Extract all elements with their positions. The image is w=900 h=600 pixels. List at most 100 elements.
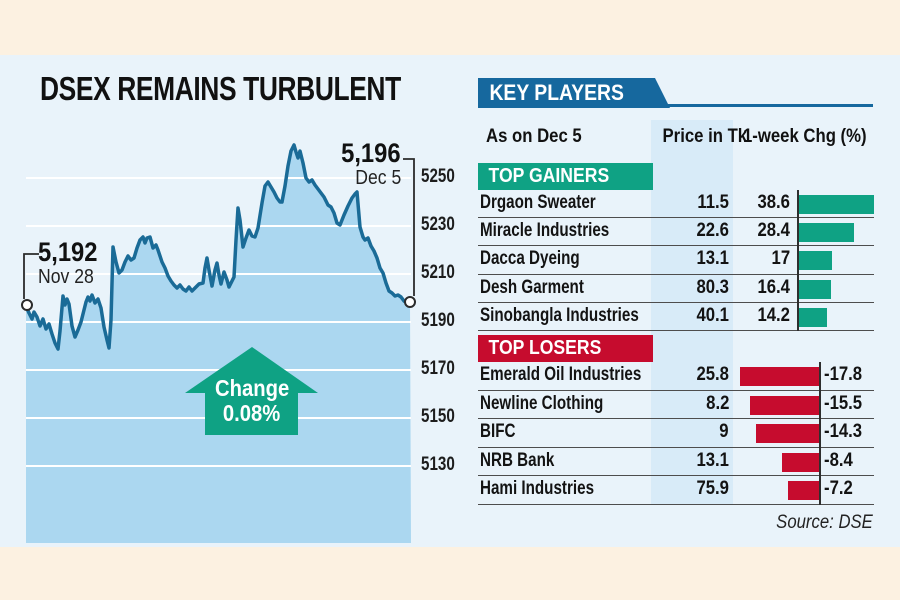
y-axis-tick-text: 5130: [421, 454, 455, 475]
company-name-cell-text: Emerald Oil Industries: [480, 364, 642, 385]
price-cell-text: 13.1: [696, 449, 729, 471]
change-cell-text: 16.4: [757, 276, 790, 298]
company-name-cell-text: Newline Clothing: [480, 392, 604, 414]
change-bar: [799, 195, 874, 214]
company-name-cell: Miracle Industries: [480, 218, 642, 245]
area-fill: [26, 145, 411, 543]
price-cell-text: 25.8: [696, 364, 729, 385]
change-arrow: [185, 347, 318, 435]
company-name-cell: Dacca Dyeing: [480, 246, 605, 273]
table-row: Newline Clothing 8.2 -15.5: [478, 391, 874, 420]
banner-rule: [665, 104, 873, 107]
bottom-margin-band: [0, 547, 900, 600]
y-axis-tick-text: 5190: [421, 310, 455, 331]
change-cell-text: -17.8: [824, 364, 863, 385]
company-name-cell-text: Miracle Industries: [480, 220, 610, 242]
price-cell-text: 80.3: [696, 276, 729, 298]
y-axis-tick-label: 5230: [421, 214, 481, 236]
losers-table: Emerald Oil Industries 25.8 -17.8 Newline C…: [478, 362, 874, 505]
change-cell: 38.6: [720, 190, 790, 217]
change-column-header: 1-week Chg (%): [743, 126, 867, 147]
top-gainers-banner-text: TOP GAINERS: [488, 165, 610, 187]
company-name-cell-text: Drgaon Sweater: [480, 192, 596, 213]
change-cell-text: 17: [771, 248, 790, 270]
change-cell: 28.4: [720, 218, 790, 245]
price-column-band: [651, 120, 733, 505]
price-cell: 80.3: [639, 275, 729, 302]
change-cell-text: -7.2: [824, 478, 853, 500]
change-bar: [799, 223, 855, 243]
price-cell: 40.1: [639, 303, 729, 330]
table-row: Miracle Industries 22.6 28.4: [478, 218, 874, 247]
table-row: Sinobangla Industries 40.1 14.2: [478, 303, 874, 331]
gainers-table: Drgaon Sweater 11.5 38.6 Miracle Industries…: [478, 190, 874, 331]
change-bar: [787, 481, 820, 501]
price-cell-text: 13.1: [696, 248, 729, 270]
endpoint-marker: [21, 299, 33, 311]
company-name-cell: NRB Bank: [480, 448, 573, 476]
price-cell: 8.2: [639, 391, 729, 419]
top-margin-band: [0, 0, 900, 55]
company-name-cell: Sinobangla Industries: [480, 303, 678, 330]
y-axis-tick-label: 5170: [421, 358, 481, 380]
y-axis-tick-label: 5130: [421, 454, 481, 476]
change-bar: [739, 367, 820, 386]
company-name-cell: Desh Garment: [480, 275, 610, 302]
price-cell-text: 22.6: [696, 220, 729, 242]
change-cell-text: -14.3: [824, 421, 863, 443]
company-name-cell-text: Hami Industries: [480, 478, 595, 500]
company-name-cell-text: Desh Garment: [480, 276, 584, 298]
price-cell: 75.9: [639, 476, 729, 504]
price-cell: 13.1: [639, 246, 729, 273]
as-of-header: As on Dec 5: [486, 126, 582, 147]
change-cell: -14.3: [824, 419, 874, 447]
price-cell-text: 9: [719, 421, 729, 443]
table-row: Emerald Oil Industries 25.8 -17.8: [478, 362, 874, 391]
table-row: Drgaon Sweater 11.5 38.6: [478, 190, 874, 219]
y-axis-tick-label: 5150: [421, 406, 481, 428]
page-title-text: DSEX REMAINS TURBULENT: [40, 70, 401, 107]
top-losers-banner-text: TOP LOSERS: [488, 337, 602, 359]
start-leader-line: [23, 253, 39, 299]
change-bar: [799, 279, 831, 299]
change-cell: 14.2: [720, 303, 790, 330]
top-gainers-banner: TOP GAINERS: [478, 163, 653, 190]
table-row: NRB Bank 13.1 -8.4: [478, 448, 874, 477]
price-cell: 22.6: [639, 218, 729, 245]
endpoint-marker: [404, 296, 416, 308]
price-cell-text: 75.9: [696, 478, 729, 500]
page-title: DSEX REMAINS TURBULENT: [40, 70, 491, 108]
change-label: Change: [214, 375, 290, 401]
change-cell: -15.5: [824, 391, 874, 419]
change-bar: [799, 307, 827, 327]
losers-bar-axis: [819, 362, 821, 505]
table-row: Desh Garment 80.3 16.4: [478, 275, 874, 303]
change-cell-text: -15.5: [824, 392, 863, 414]
y-axis-tick-text: 5210: [421, 262, 455, 283]
source-credit: Source: DSE: [776, 512, 873, 533]
change-cell-text: 38.6: [757, 192, 790, 213]
table-row: Dacca Dyeing 13.1 17: [478, 246, 874, 275]
change-cell: -8.4: [824, 448, 874, 476]
change-cell: -17.8: [824, 362, 874, 390]
change-cell: -7.2: [824, 476, 874, 504]
price-cell: 9: [639, 419, 729, 447]
company-name-cell: Newline Clothing: [480, 391, 634, 419]
company-name-cell: Emerald Oil Industries: [480, 362, 682, 390]
company-name-cell: Hami Industries: [480, 476, 623, 504]
y-axis-tick-text: 5250: [421, 166, 455, 187]
change-cell: 16.4: [720, 275, 790, 302]
table-row: Hami Industries 75.9 -7.2: [478, 476, 874, 505]
key-players-banner-text: KEY PLAYERS: [489, 80, 624, 105]
end-leader-line: [403, 158, 415, 296]
change-value: 0.08%: [223, 400, 281, 426]
y-axis-tick-label: 5210: [421, 262, 481, 284]
change-cell-text: 14.2: [757, 304, 790, 326]
company-name-cell: BIFC: [480, 419, 524, 447]
price-cell: 25.8: [639, 362, 729, 390]
change-cell-text: 28.4: [757, 220, 790, 242]
price-column-header: Price in Tk: [662, 126, 748, 147]
start-annotation-value: 5,192: [38, 237, 98, 267]
